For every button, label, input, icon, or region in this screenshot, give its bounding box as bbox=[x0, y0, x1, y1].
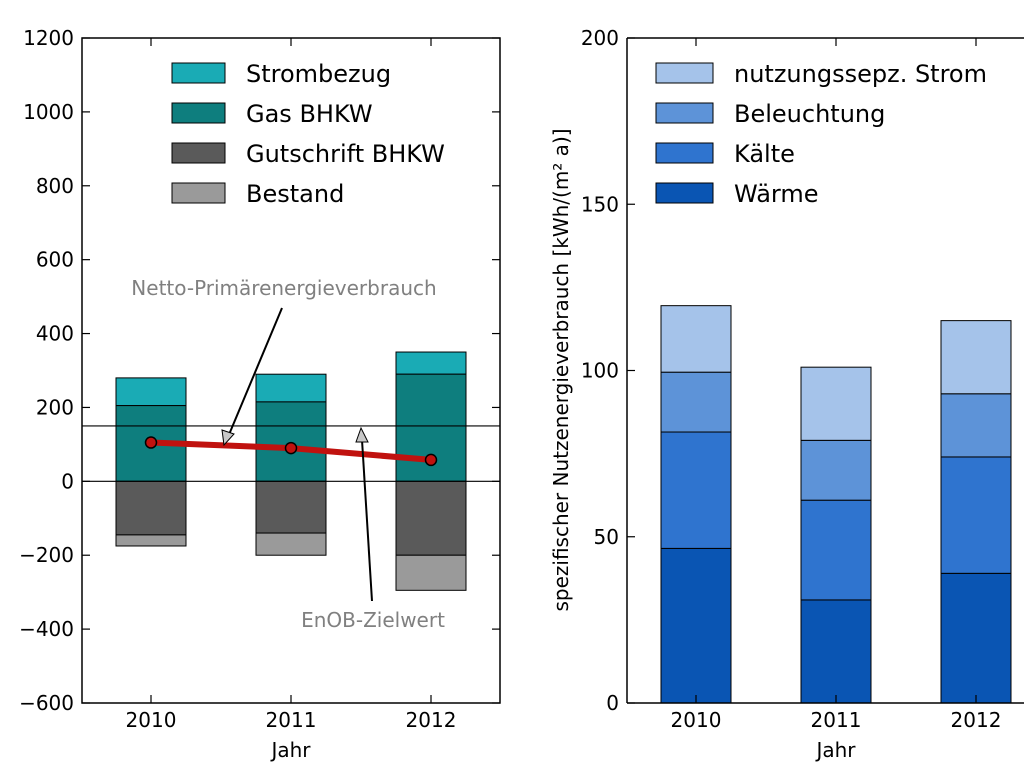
left-bars bbox=[115, 351, 467, 591]
bar-strombezug-2011 bbox=[255, 373, 327, 403]
right-x-axis-label: Jahr bbox=[814, 738, 856, 762]
legend-swatch-bestand bbox=[171, 182, 226, 204]
right-x-ticks: 2010 2011 2012 bbox=[671, 38, 1002, 732]
legend-swatch-gutschrift-bhkw bbox=[171, 142, 226, 164]
left-ytick-label: 400 bbox=[36, 322, 74, 346]
right-y-axis-label: spezifischer Nutzenergieverbrauch [kWh/(… bbox=[549, 128, 573, 611]
bar-nutzungssepz-strom-2010 bbox=[660, 305, 732, 373]
left-x-ticks: 2010 2011 2012 bbox=[126, 38, 457, 732]
bar-bestand-2010 bbox=[115, 534, 187, 547]
bar-beleuchtung-2011 bbox=[800, 439, 872, 501]
netto-point-2012 bbox=[424, 453, 438, 467]
legend-label-gutschrift-bhkw: Gutschrift BHKW bbox=[246, 140, 445, 168]
bar-strombezug-2012 bbox=[395, 351, 467, 375]
right-ytick-label: 150 bbox=[581, 192, 619, 216]
left-ytick-label: 800 bbox=[36, 174, 74, 198]
left-legend: Strombezug Gas BHKW Gutschrift BHKW Best… bbox=[171, 60, 445, 208]
left-x-axis-label: Jahr bbox=[269, 738, 311, 762]
bar-waerme-2011 bbox=[800, 599, 872, 704]
left-ytick-label: −400 bbox=[19, 617, 74, 641]
left-ytick-label: 1200 bbox=[23, 26, 74, 50]
legend-label-kaelte: Kälte bbox=[734, 140, 795, 168]
left-xtick-label: 2011 bbox=[266, 708, 317, 732]
legend-swatch-strombezug bbox=[171, 62, 226, 84]
right-xtick-label: 2012 bbox=[951, 708, 1002, 732]
legend-swatch-beleuchtung bbox=[655, 102, 714, 124]
right-ytick-label: 0 bbox=[606, 691, 619, 715]
bar-gutschrift-bhkw-2012 bbox=[395, 480, 467, 556]
left-ytick-label: 200 bbox=[36, 395, 74, 419]
bar-kaelte-2011 bbox=[800, 499, 872, 601]
left-ytick-label: 0 bbox=[61, 469, 74, 493]
left-ytick-label: 600 bbox=[36, 248, 74, 272]
bar-nutzungssepz-strom-2011 bbox=[800, 366, 872, 441]
legend-label-bestand: Bestand bbox=[246, 180, 344, 208]
legend-swatch-kaelte bbox=[655, 142, 714, 164]
left-net-line bbox=[144, 436, 438, 467]
bar-waerme-2012 bbox=[940, 572, 1012, 704]
legend-swatch-waerme bbox=[655, 182, 714, 204]
bar-gutschrift-bhkw-2010 bbox=[115, 480, 187, 536]
legend-label-strombezug: Strombezug bbox=[246, 60, 391, 88]
legend-label-waerme: Wärme bbox=[734, 180, 819, 208]
bar-strombezug-2010 bbox=[115, 377, 187, 407]
left-xtick-label: 2010 bbox=[126, 708, 177, 732]
annotation-netto-arrowhead bbox=[221, 429, 235, 447]
annotation-enob-arrowhead bbox=[355, 426, 369, 443]
right-ytick-label: 50 bbox=[594, 525, 619, 549]
bar-gutschrift-bhkw-2011 bbox=[255, 480, 327, 534]
legend-swatch-gas-bhkw bbox=[171, 102, 226, 124]
left-ytick-label: 1000 bbox=[23, 100, 74, 124]
left-reference-lines bbox=[82, 425, 500, 482]
right-xtick-label: 2011 bbox=[811, 708, 862, 732]
legend-swatch-nutzungssepz-strom bbox=[655, 62, 714, 84]
left-ytick-label: −200 bbox=[19, 543, 74, 567]
left-y-ticks: 1200 1000 800 600 400 200 0 −200 −400 −600 bbox=[19, 26, 500, 715]
useful-energy-chart: 200 150 100 50 0 2010 2011 2012 Jahr spezifisc… bbox=[549, 26, 1024, 762]
bar-beleuchtung-2012 bbox=[940, 393, 1012, 458]
bar-beleuchtung-2010 bbox=[660, 371, 732, 433]
right-legend: nutzungssepz. Strom Beleuchtung Kälte Wä… bbox=[655, 60, 987, 208]
right-ytick-label: 200 bbox=[581, 26, 619, 50]
right-ytick-label: 100 bbox=[581, 359, 619, 383]
bar-kaelte-2010 bbox=[660, 431, 732, 549]
netto-point-2011 bbox=[284, 441, 298, 455]
legend-label-nutzungssepz-strom: nutzungssepz. Strom bbox=[734, 60, 987, 88]
bar-bestand-2012 bbox=[395, 554, 467, 591]
annotation-enob: EnOB-Zielwert bbox=[301, 608, 445, 632]
netto-point-2010 bbox=[144, 436, 158, 449]
bar-kaelte-2012 bbox=[940, 456, 1012, 574]
left-ytick-label: −600 bbox=[19, 691, 74, 715]
right-bars bbox=[660, 305, 1012, 704]
bar-nutzungssepz-strom-2012 bbox=[940, 320, 1012, 395]
legend-label-beleuchtung: Beleuchtung bbox=[734, 100, 885, 128]
bar-waerme-2010 bbox=[660, 547, 732, 704]
right-xtick-label: 2010 bbox=[671, 708, 722, 732]
annotation-netto-arrow bbox=[227, 307, 283, 438]
left-xtick-label: 2012 bbox=[406, 708, 457, 732]
annotation-netto: Netto-Primärenergieverbrauch bbox=[131, 276, 436, 300]
right-y-ticks: 200 150 100 50 0 bbox=[581, 26, 635, 715]
legend-label-gas-bhkw: Gas BHKW bbox=[246, 100, 373, 128]
bar-gas-bhkw-2011 bbox=[255, 401, 327, 482]
annotation-enob-arrow bbox=[361, 439, 373, 602]
bar-bestand-2011 bbox=[255, 532, 327, 556]
